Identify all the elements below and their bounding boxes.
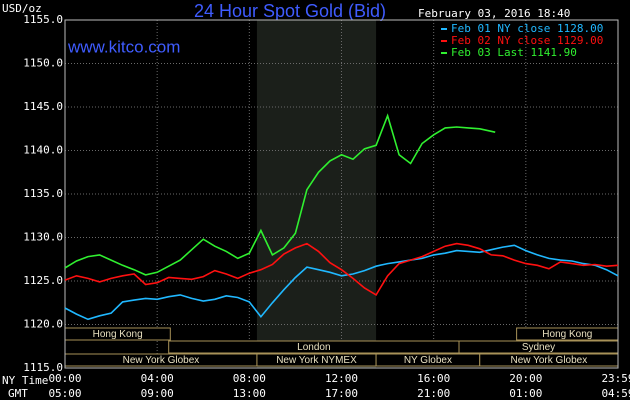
x-tick-label: 08:00 <box>233 372 266 385</box>
y-tick-label: 1145.0 <box>23 100 63 113</box>
legend-label: Feb 03 Last 1141.90 <box>451 46 577 59</box>
session-label: New York Globex <box>123 355 200 366</box>
series-line <box>64 113 496 276</box>
x-tick-label: 00:00 <box>48 372 81 385</box>
session-label: New York NYMEX <box>276 355 357 366</box>
session-label: Hong Kong <box>93 329 143 340</box>
x2-tick-label: 01:00 <box>509 387 542 400</box>
legend-label: Feb 02 NY close 1129.00 <box>451 34 603 47</box>
x2-tick-label: 05:00 <box>48 387 81 400</box>
y-tick-label: 1130.0 <box>23 231 63 244</box>
x2-tick-label: 21:00 <box>417 387 450 400</box>
session-label: New York Globex <box>511 355 588 366</box>
x-tick-label: 04:00 <box>141 372 174 385</box>
y-tick-label: 1115.0 <box>23 361 63 374</box>
timestamp: February 03, 2016 18:40 <box>418 7 570 20</box>
plot-frame <box>64 19 619 369</box>
x-axis-label: NY Time <box>2 374 48 387</box>
x2-axis-label: GMT <box>8 387 28 400</box>
subtitle: www.kitco.com <box>67 37 180 56</box>
y-tick-label: 1135.0 <box>23 187 63 200</box>
session-label: London <box>297 342 330 353</box>
y-axis-label: USD/oz <box>2 2 42 15</box>
y-tick-label: 1140.0 <box>23 144 63 157</box>
highlight-band <box>256 20 377 368</box>
x-tick-label: 12:00 <box>325 372 358 385</box>
x2-tick-label: 04:59 <box>601 387 630 400</box>
x-tick-label: 16:00 <box>417 372 450 385</box>
x2-tick-label: 17:00 <box>325 387 358 400</box>
x-tick-label: 20:00 <box>509 372 542 385</box>
x2-tick-label: 09:00 <box>141 387 174 400</box>
legend-label: Feb 01 NY close 1128.00 <box>451 22 603 35</box>
x-tick-label: 23:59 <box>601 372 630 385</box>
session-label: NY Globex <box>404 355 452 366</box>
y-tick-label: 1150.0 <box>23 57 63 70</box>
session-label: Sydney <box>522 342 555 353</box>
series-line <box>64 244 619 321</box>
session-label: Hong Kong <box>542 329 592 340</box>
y-tick-label: 1120.0 <box>23 318 63 331</box>
y-tick-label: 1125.0 <box>23 274 63 287</box>
series-line <box>64 242 619 296</box>
y-tick-label: 1155.0 <box>23 13 63 26</box>
x2-tick-label: 13:00 <box>233 387 266 400</box>
chart-title: 24 Hour Spot Gold (Bid) <box>194 1 386 21</box>
